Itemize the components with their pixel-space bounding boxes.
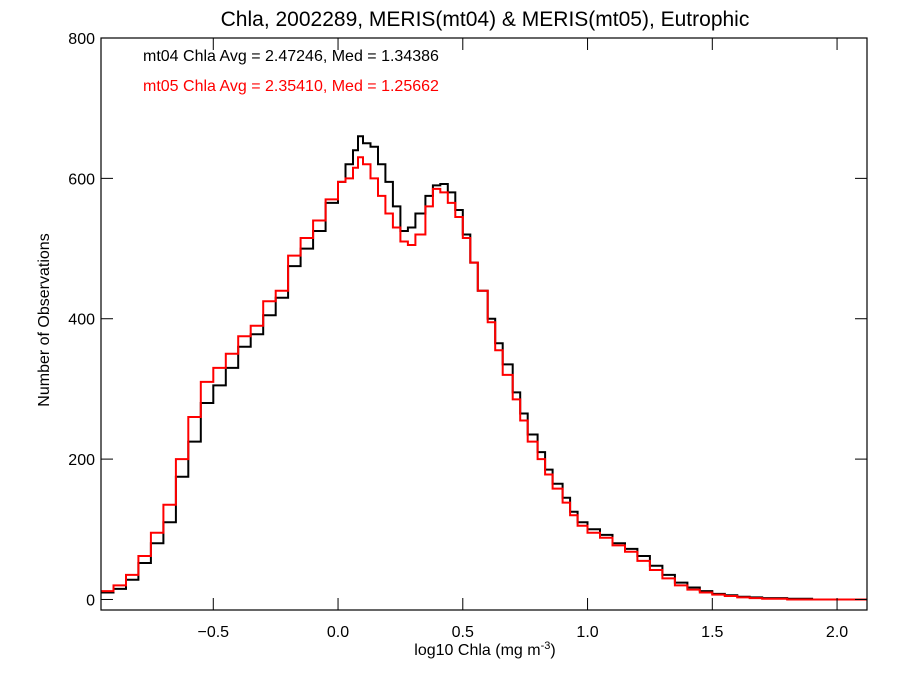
series-layer [101, 135, 867, 601]
y-tick-label: 200 [68, 452, 95, 469]
y-tick-label: 800 [68, 31, 95, 48]
x-axis-label-main: log10 Chla (mg m [414, 642, 540, 659]
y-axis-label: Number of Observations [36, 233, 53, 406]
legend-entry-mt04: mt04 Chla Avg = 2.47246, Med = 1.34386 [143, 48, 439, 65]
x-axis-label-superscript: -3 [541, 640, 551, 652]
x-tick-label: 0.5 [452, 624, 474, 641]
x-tick-label: 2.0 [826, 624, 848, 641]
y-tick-label: 0 [86, 592, 95, 609]
x-axis-label: log10 Chla (mg m-3) [414, 640, 555, 659]
legend-entry-mt05: mt05 Chla Avg = 2.35410, Med = 1.25662 [143, 78, 439, 95]
x-axis-label-close: ) [550, 642, 555, 659]
x-tick-label: 1.5 [701, 624, 723, 641]
y-tick-label: 400 [68, 312, 95, 329]
x-tick-label: 0.0 [327, 624, 349, 641]
x-tick-label: 1.0 [576, 624, 598, 641]
plot-frame [100, 37, 868, 611]
x-tick-label: −0.5 [197, 624, 229, 641]
series-mt05-histogram [101, 156, 867, 601]
ticks-layer: −0.5 0.0 0.5 1.0 1.5 2.0 0 200 400 600 800 [68, 31, 867, 641]
y-tick-label: 600 [68, 171, 95, 188]
chart-title: Chla, 2002289, MERIS(mt04) & MERIS(mt05)… [221, 8, 750, 31]
